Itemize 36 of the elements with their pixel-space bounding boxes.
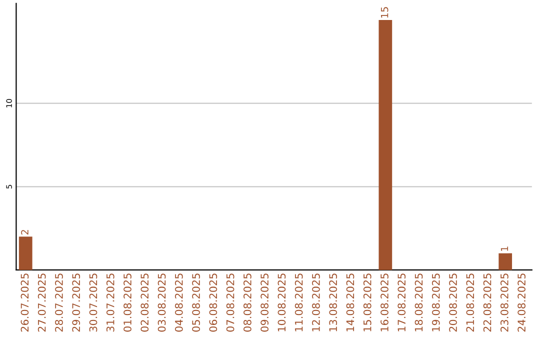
- x-tick-label: 27.07.2025: [38, 274, 46, 332]
- x-tick-label: 17.08.2025: [398, 274, 406, 332]
- data-label: 2: [21, 230, 28, 235]
- bar: [378, 20, 392, 270]
- x-tick-label: 19.08.2025: [432, 274, 440, 332]
- x-tick-label: 11.08.2025: [294, 274, 303, 332]
- x-tick-label: 18.08.2025: [414, 274, 423, 332]
- x-tick-label: 03.08.2025: [158, 274, 166, 332]
- x-tick-label: 06.08.2025: [209, 274, 218, 332]
- x-tick-label: 20.08.2025: [449, 274, 457, 332]
- x-tick-label: 30.07.2025: [89, 274, 98, 332]
- x-tick-label: 16.08.2025: [380, 274, 388, 332]
- x-tick-label: 28.07.2025: [55, 274, 63, 332]
- data-label: 15: [381, 7, 388, 18]
- x-tick-label: 09.08.2025: [260, 274, 269, 332]
- bar: [18, 236, 32, 270]
- x-tick-label: 24.08.2025: [518, 274, 526, 332]
- x-tick-label: 01.08.2025: [124, 274, 132, 332]
- x-tick-label: 07.08.2025: [226, 274, 234, 332]
- x-tick-label: 08.08.2025: [243, 274, 252, 332]
- x-tick-label: 13.08.2025: [329, 274, 338, 332]
- data-label: 1: [500, 246, 508, 251]
- x-tick-label: 31.07.2025: [106, 274, 114, 332]
- x-tick-label: 02.08.2025: [140, 274, 149, 332]
- x-tick-label: 04.08.2025: [174, 274, 183, 332]
- bar: [498, 253, 512, 270]
- x-tick-label: 05.08.2025: [192, 274, 200, 332]
- x-tick-label: 22.08.2025: [483, 274, 492, 332]
- x-tick-label: 23.08.2025: [500, 274, 508, 332]
- x-tick-label: 26.07.2025: [20, 274, 29, 332]
- x-tick-label: 14.08.2025: [346, 274, 354, 332]
- x-tick-label: 15.08.2025: [363, 274, 372, 332]
- x-tick-label: 21.08.2025: [466, 274, 474, 332]
- x-tick-label: 10.08.2025: [278, 274, 286, 332]
- x-tick-label: 12.08.2025: [312, 274, 320, 332]
- x-tick-label: 29.07.2025: [72, 274, 80, 332]
